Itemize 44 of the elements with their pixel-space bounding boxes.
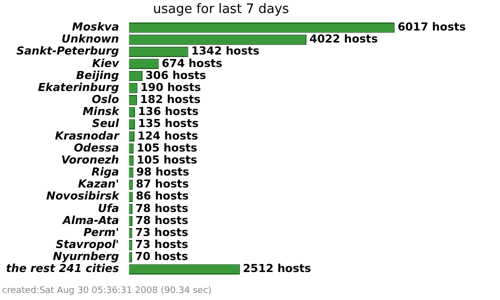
data-label: 4022 hosts bbox=[310, 32, 378, 46]
data-label: 86 hosts bbox=[136, 190, 190, 203]
data-label: 190 hosts bbox=[140, 80, 202, 94]
y-tick-label: Kazan' bbox=[78, 178, 120, 191]
y-tick-label: Ufa bbox=[98, 202, 120, 215]
data-label: 105 hosts bbox=[136, 141, 198, 154]
data-label: 70 hosts bbox=[135, 250, 188, 264]
y-tick-label: Kiev bbox=[92, 56, 120, 70]
y-tick-label: Nyurnberg bbox=[52, 250, 120, 264]
y-tick-label: Beijing bbox=[76, 68, 120, 82]
y-tick-label: the rest 241 cities bbox=[6, 262, 120, 276]
y-tick-label: Sankt-Peterburg bbox=[16, 44, 120, 58]
data-label: 1342 hosts bbox=[191, 44, 260, 58]
y-tick-label: Novosibirsk bbox=[46, 190, 120, 203]
y-tick-label: Ekaterinburg bbox=[38, 80, 120, 94]
data-label: 73 hosts bbox=[135, 238, 189, 252]
data-label: 98 hosts bbox=[136, 166, 190, 179]
y-tick-label: Voronezh bbox=[61, 153, 120, 166]
y-tick-label: Odessa bbox=[74, 141, 120, 154]
y-tick-label: Moskva bbox=[72, 20, 120, 34]
y-tick-label: Riga bbox=[91, 166, 120, 179]
data-label: 135 hosts bbox=[138, 117, 199, 130]
data-label: 78 hosts bbox=[135, 202, 189, 215]
chart-title: usage for last 7 days bbox=[152, 2, 290, 18]
y-tick-label: Perm' bbox=[84, 226, 120, 239]
y-tick-label: Stavropol' bbox=[56, 238, 120, 252]
data-label: 73 hosts bbox=[135, 226, 189, 239]
data-label: 78 hosts bbox=[135, 214, 189, 227]
y-tick-label: Krasnodar bbox=[54, 129, 120, 142]
y-tick-label: Minsk bbox=[82, 105, 120, 118]
data-label: 87 hosts bbox=[136, 178, 190, 191]
y-tick-label: Unknown bbox=[62, 32, 120, 46]
data-label: 182 hosts bbox=[140, 93, 202, 106]
data-label: 105 hosts bbox=[136, 153, 198, 166]
text: created:Sat Aug 30 05:36:31 2008 (90.34 sec) bbox=[2, 286, 212, 296]
data-label: 2512 hosts bbox=[242, 262, 312, 276]
y-tick-label: Alma-Ata bbox=[62, 214, 120, 227]
data-label: 136 hosts bbox=[138, 105, 200, 118]
data-label: 306 hosts bbox=[146, 68, 207, 82]
data-label: 6017 hosts bbox=[398, 20, 466, 34]
y-tick-label: Oslo bbox=[92, 93, 120, 106]
y-tick-label: Seul bbox=[92, 117, 120, 130]
data-label: 124 hosts bbox=[137, 129, 198, 142]
data-label: 674 hosts bbox=[162, 56, 223, 70]
